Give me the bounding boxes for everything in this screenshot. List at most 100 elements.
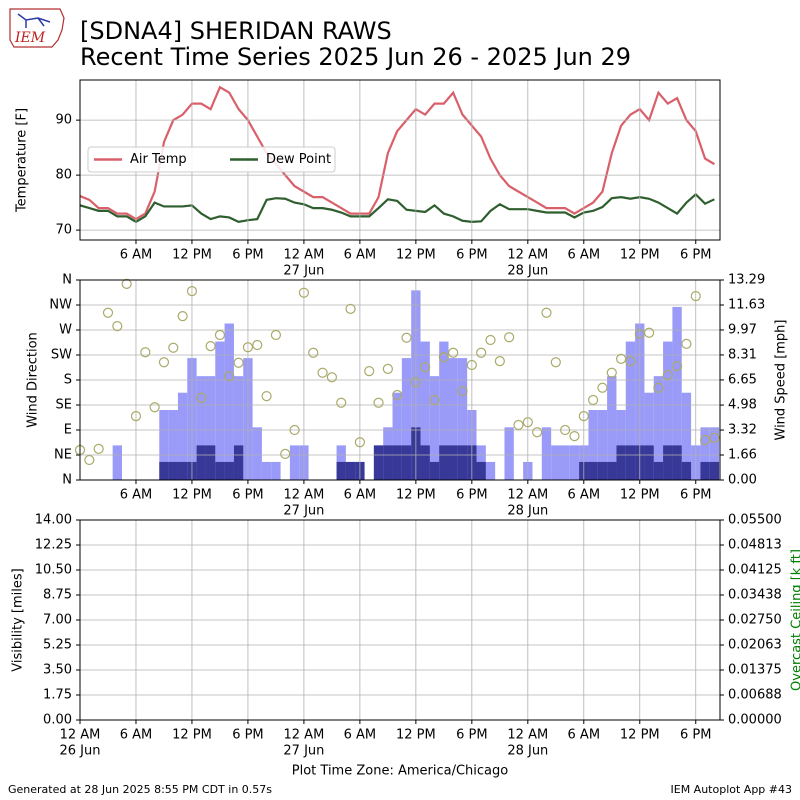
bar [672,445,682,480]
y-tick-label: E [64,423,72,438]
bar [336,461,346,480]
point [588,394,599,406]
point [410,377,421,388]
y-tick-label: W [59,323,72,338]
point [476,347,487,358]
point [625,356,636,367]
logo: IEM [9,8,65,48]
point [438,352,449,363]
point [560,424,571,436]
point [149,402,160,413]
logo-network [17,13,51,28]
y2-tick-label: 0.03438 [728,588,782,603]
point [466,359,477,371]
point [186,286,198,297]
point [457,386,468,397]
bar [420,341,430,480]
y-tick-label: 0.00 [43,713,72,728]
point [616,353,627,364]
point [569,431,580,442]
subtitle: Recent Time Series 2025 Jun 26 - 2025 Ju… [80,43,631,71]
point [158,357,170,368]
y2-tick-label: 6.65 [728,372,757,387]
y-tick-label: SE [56,398,72,413]
bar [439,341,449,480]
point [643,327,655,338]
bar [448,445,458,480]
bar [289,445,300,480]
x-tick-label: 12 PM [620,248,660,263]
point [261,391,272,402]
y2-tick-label: 0.02063 [728,638,782,653]
bar [271,461,281,480]
y2-tick-label: 0.04125 [728,563,782,578]
x-tick-label: 6 PM [680,728,711,743]
legend-label: Air Temp [130,152,187,167]
bar [215,341,225,480]
point [662,369,673,381]
x-tick-label: 6 PM [680,248,711,263]
bar [215,461,225,480]
bar [159,410,169,480]
point [196,392,207,403]
x-tick-label: 6 PM [232,728,263,743]
bar [429,376,440,480]
bar [196,376,206,480]
bar [112,445,122,480]
legend-label: Dew Point [266,152,331,167]
y-tick-label: 80 [55,168,72,183]
bar [672,306,682,480]
x-tick-sublabel: 27 Jun [283,264,324,279]
point [102,307,114,318]
point [653,382,664,393]
y2-tick-label: 1.66 [728,448,757,463]
bar [261,461,272,480]
y2-tick-label: 0.00000 [728,713,782,728]
bar [205,376,216,480]
x-tick-label: 12 AM [284,728,325,743]
x-tick-sublabel: 27 Jun [283,744,324,759]
x-tick-label: 6 AM [120,488,153,503]
x-tick-label: 12 AM [507,248,548,263]
x-tick-label: 6 AM [344,488,377,503]
bar [373,445,384,480]
x-tick-label: 6 AM [120,248,153,263]
point [681,338,692,349]
point [298,287,310,298]
point [205,341,216,352]
bar [233,445,244,480]
bar [476,461,486,480]
point [326,372,337,383]
y-tick-label: 90 [55,113,72,128]
y-axis-label: Wind Direction [26,332,41,428]
point [550,357,561,368]
bar [625,445,636,480]
bar [653,376,664,480]
point [345,303,356,314]
point [270,329,282,341]
bar [392,445,402,480]
point [373,397,384,408]
x-tick-sublabel: 26 Jun [60,744,101,759]
point [541,307,552,318]
title: [SDNA4] SHERIDAN RAWS [80,17,392,45]
bar [569,445,580,480]
y-tick-label: NE [54,448,72,463]
bar [205,445,216,480]
bar [224,323,234,480]
bar [709,461,720,480]
y2-tick-label: 13.29 [728,273,765,288]
point [606,367,617,378]
y-tick-label: 3.50 [43,663,72,678]
legend-box [87,146,336,173]
point [364,366,375,377]
point [140,347,151,358]
bar [541,427,552,480]
x-tick-label: 12 PM [396,248,436,263]
x-tick-label: 6 PM [456,488,487,503]
point [177,311,188,322]
line-series [80,85,715,221]
